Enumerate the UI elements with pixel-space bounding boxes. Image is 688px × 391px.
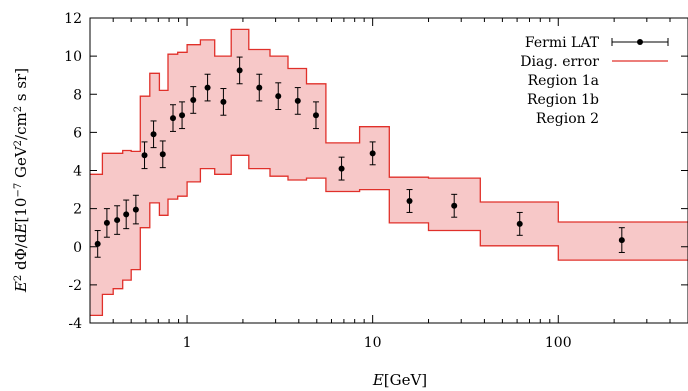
fermi-point-marker xyxy=(294,97,301,104)
diag-band-lower-edge xyxy=(90,154,688,317)
fermi-point-18 xyxy=(338,156,345,181)
fermi-point-21 xyxy=(451,193,458,218)
legend-label: Region 2 xyxy=(536,111,599,127)
fermi-point-marker xyxy=(256,84,263,91)
legend-swatch-fermi-marker xyxy=(637,39,643,45)
y-axis-title: E2 dΦ/dE[10−7 GeV2/cm2 s sr] xyxy=(12,68,30,293)
fermi-point-marker xyxy=(406,198,413,204)
fermi-point-marker xyxy=(150,131,157,138)
fermi-point-marker xyxy=(179,112,186,119)
y-tick-label: 10 xyxy=(64,49,82,65)
fermi-point-marker xyxy=(204,84,211,91)
y-tick-label: 2 xyxy=(73,202,82,218)
fermi-point-7 xyxy=(159,140,166,169)
diag-band-upper-edge xyxy=(90,28,688,223)
fermi-point-14 xyxy=(256,73,263,102)
fermi-point-marker xyxy=(190,96,197,103)
legend-label: Region 1b xyxy=(527,92,599,108)
fermi-point-20 xyxy=(406,189,413,213)
legend-item-r1b: Region 1b xyxy=(527,92,599,108)
fermi-point-12 xyxy=(220,88,227,116)
legend-item-r2: Region 2 xyxy=(536,111,599,127)
fermi-point-3 xyxy=(123,199,130,230)
fermi-point-marker xyxy=(114,217,121,224)
diag-error-band xyxy=(90,28,688,317)
legend-item-fermi: Fermi LAT xyxy=(525,35,669,51)
fermi-point-marker xyxy=(94,240,101,247)
fermi-point-marker xyxy=(451,202,458,209)
fermi-point-15 xyxy=(275,82,282,110)
fermi-data-points xyxy=(94,56,625,258)
legend-label: Diag. error xyxy=(520,54,599,70)
fermi-point-marker xyxy=(516,220,523,227)
legend-label: Fermi LAT xyxy=(525,35,600,51)
fermi-point-9 xyxy=(179,101,186,130)
fermi-point-marker xyxy=(236,67,243,74)
x-axis-title: E[GeV] xyxy=(372,371,427,389)
fermi-point-23 xyxy=(618,227,625,253)
fermi-point-19 xyxy=(369,141,376,166)
x-tick-label: 1 xyxy=(183,335,192,351)
legend-item-r1a: Region 1a xyxy=(528,73,599,89)
fermi-point-marker xyxy=(132,206,139,213)
axes xyxy=(89,17,688,324)
legend: Fermi LAT Diag. error Region 1a Region 1b Re… xyxy=(520,35,669,127)
fermi-point-marker xyxy=(159,151,166,158)
tick-labels: -4 -2 0 2 4 6 8 10 12 1 10 100 xyxy=(64,11,571,351)
y-tick-label: 0 xyxy=(73,240,82,256)
fermi-point-1 xyxy=(103,208,110,238)
fermi-point-11 xyxy=(204,73,211,102)
legend-item-diag: Diag. error xyxy=(520,54,668,70)
x-tick-label: 10 xyxy=(364,335,382,351)
fermi-point-8 xyxy=(169,104,176,132)
legend-label: Region 1a xyxy=(528,73,599,89)
fermi-point-marker xyxy=(169,115,176,122)
fermi-point-marker xyxy=(220,98,227,105)
fermi-point-marker xyxy=(141,152,148,159)
fermi-point-marker xyxy=(103,219,110,226)
fermi-point-17 xyxy=(312,101,319,130)
y-tick-label: -2 xyxy=(68,278,82,294)
fermi-point-2 xyxy=(114,205,121,235)
fermi-point-5 xyxy=(141,141,148,170)
fermi-point-22 xyxy=(516,211,523,236)
fermi-point-16 xyxy=(294,87,301,115)
fermi-point-13 xyxy=(236,56,243,85)
fermi-point-10 xyxy=(190,86,197,114)
fermi-point-marker xyxy=(369,150,376,157)
fermi-point-marker xyxy=(312,112,319,119)
y-tick-label: -4 xyxy=(68,316,82,332)
y-tick-label: 8 xyxy=(73,87,82,103)
fermi-point-marker xyxy=(618,237,625,244)
y-tick-label: 6 xyxy=(73,125,82,141)
fermi-point-6 xyxy=(150,120,157,149)
fermi-point-0 xyxy=(94,230,101,258)
x-tick-label: 100 xyxy=(545,335,572,351)
fermi-point-marker xyxy=(275,93,282,100)
fermi-point-marker xyxy=(338,165,345,172)
fermi-point-marker xyxy=(123,211,130,218)
y-tick-label: 12 xyxy=(64,11,82,27)
y-tick-label: 4 xyxy=(73,164,82,180)
fermi-point-4 xyxy=(132,194,139,225)
